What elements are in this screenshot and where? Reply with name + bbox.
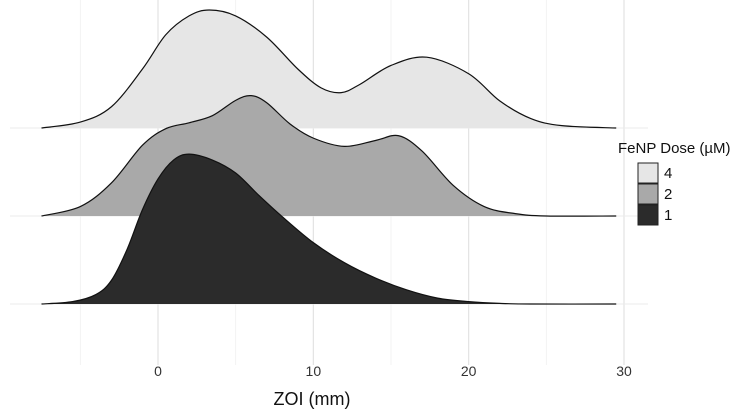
legend-swatch-dose-1 [637,204,659,226]
x-tick-label: 10 [306,363,322,379]
ridge-outline-dose-2 [41,94,617,217]
legend-title: FeNP Dose (µM) [618,140,731,157]
ridge-outline-dose-1 [41,153,617,305]
ridge-outline-dose-4 [41,9,617,129]
x-axis-ticks: 0 10 20 30 [154,363,632,379]
legend-label-dose-1: 1 [664,207,672,224]
x-tick-label: 0 [154,363,162,379]
density-ridges [41,9,617,305]
ridge-area-dose-4 [41,10,617,128]
legend-label-dose-4: 4 [664,165,672,182]
x-axis-title: ZOI (mm) [274,389,351,409]
legend: FeNP Dose (µM) 4 2 1 [618,140,731,226]
x-tick-label: 30 [616,363,632,379]
x-tick-label: 20 [461,363,477,379]
legend-label-dose-2: 2 [664,186,672,203]
legend-swatch-dose-4 [637,162,659,184]
legend-swatch-dose-2 [637,183,659,205]
ridge-area-dose-1 [41,154,617,305]
